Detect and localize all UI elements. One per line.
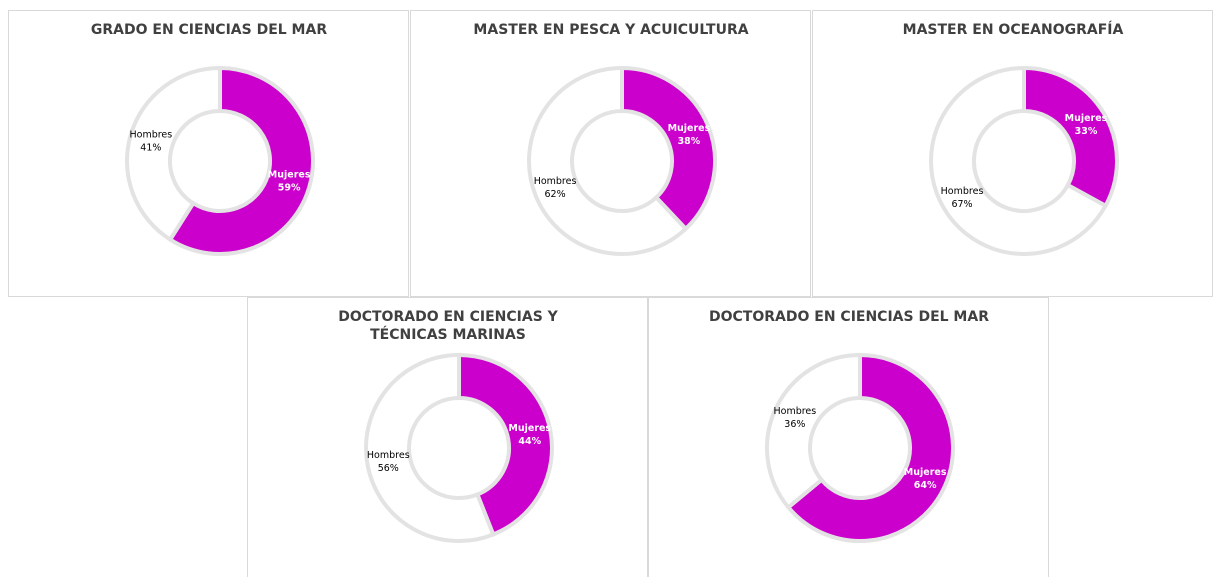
chart-title: DOCTORADO EN CIENCIAS DEL MAR (709, 309, 989, 325)
chart-panel: GRADO EN CIENCIAS DEL MAR Mujeres 59% Hombr… (8, 10, 409, 297)
donut-slice (785, 352, 955, 543)
donut-slice (1022, 65, 1119, 209)
slice-category-label: Mujeres (1065, 113, 1108, 124)
chart: Mujeres 59% Hombres 41% (125, 65, 315, 256)
chart: Mujeres 38% Hombres 62% (527, 65, 717, 256)
chart-panel: MASTER EN PESCA Y ACUICULTURA Mujeres 38% H… (410, 10, 811, 297)
slice-value-label: 33% (1075, 126, 1098, 137)
chart-panel: MASTER EN OCEANOGRAFÍA Mujeres 33% Hombres 6… (812, 10, 1213, 297)
donut-slice (527, 65, 689, 256)
slice-category-label: Mujeres (268, 170, 311, 181)
donut-slice (125, 65, 222, 243)
slice-value-label: 62% (544, 189, 565, 200)
chart: Mujeres 64% Hombres 36% (765, 352, 955, 543)
slice-value-label: 67% (951, 199, 972, 210)
donut-slice (929, 65, 1109, 256)
slice-category-label: Mujeres (508, 423, 551, 434)
donut-slice (765, 352, 862, 511)
chart: Mujeres 33% Hombres 67% (929, 65, 1119, 256)
chart-title: MASTER EN PESCA Y ACUICULTURA (473, 22, 749, 38)
slice-category-label: Hombres (534, 176, 577, 187)
slice-value-label: 59% (278, 183, 301, 194)
chart-panel: DOCTORADO EN CIENCIAS Y TÉCNICAS MARINAS… (247, 297, 648, 577)
slice-value-label: 44% (518, 436, 541, 447)
slice-value-label: 36% (784, 419, 805, 430)
slice-category-label: Mujeres (668, 123, 711, 134)
slice-category-label: Mujeres (904, 467, 947, 478)
donut-slice (364, 352, 496, 543)
slice-category-label: Hombres (367, 450, 410, 461)
slice-category-label: Hombres (941, 186, 984, 197)
slice-value-label: 64% (914, 480, 937, 491)
slice-category-label: Hombres (773, 406, 816, 417)
slice-category-label: Hombres (129, 129, 172, 140)
chart-title: GRADO EN CIENCIAS DEL MAR (90, 22, 328, 38)
chart: Mujeres 44% Hombres 56% (364, 352, 554, 543)
slice-value-label: 56% (378, 463, 399, 474)
donut-slice (620, 65, 717, 232)
slice-value-label: 38% (678, 136, 701, 147)
donut-slice (167, 65, 315, 256)
chart-panel: DOCTORADO EN CIENCIAS DEL MAR Mujeres 64% H… (648, 297, 1049, 577)
chart-title: MASTER EN OCEANOGRAFÍA (902, 22, 1124, 38)
slice-value-label: 41% (140, 142, 161, 153)
chart-title: DOCTORADO EN CIENCIAS Y TÉCNICAS MARINAS (338, 309, 558, 343)
donut-slice (457, 352, 554, 538)
